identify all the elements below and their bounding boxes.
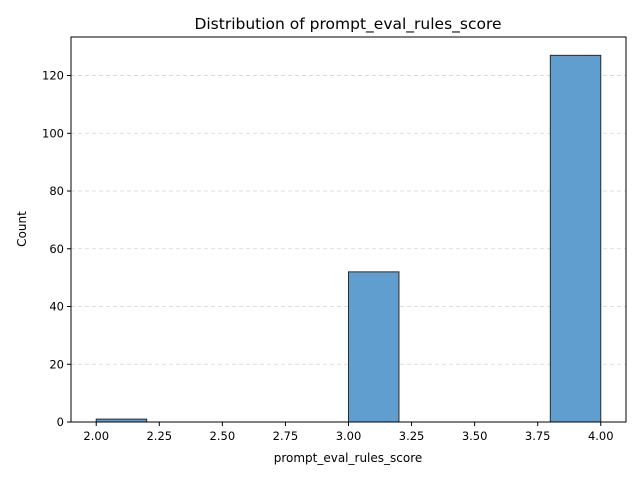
bars-layer — [95, 54, 602, 423]
x-tick-label: 2.50 — [210, 429, 236, 443]
x-axis-label: prompt_eval_rules_score — [274, 451, 423, 465]
y-tick-label: 60 — [49, 242, 64, 256]
x-tick-label: 3.25 — [399, 429, 425, 443]
y-tick-label: 120 — [42, 69, 64, 83]
histogram-bar — [549, 54, 602, 423]
x-tick-label: 3.50 — [462, 429, 488, 443]
y-tick-label: 100 — [42, 126, 64, 140]
y-ticks: 0 20 40 60 80 100 120 — [42, 69, 71, 429]
y-tick-label: 40 — [49, 300, 64, 314]
x-tick-label: 2.75 — [273, 429, 299, 443]
x-tick-label: 3.00 — [336, 429, 362, 443]
y-tick-label: 0 — [57, 415, 64, 429]
chart-title: Distribution of prompt_eval_rules_score — [194, 15, 501, 34]
grid-layer — [71, 75, 626, 423]
y-axis-label: Count — [15, 211, 29, 247]
x-tick-label: 2.00 — [83, 429, 109, 443]
y-tick-label: 80 — [49, 184, 64, 198]
histogram-bar — [348, 271, 400, 423]
x-tick-label: 3.75 — [525, 429, 551, 443]
x-ticks: 2.00 2.25 2.50 2.75 3.00 3.25 3.50 3.75 4.00 — [83, 422, 614, 443]
y-tick-label: 20 — [49, 357, 64, 371]
x-tick-label: 4.00 — [588, 429, 614, 443]
x-tick-label: 2.25 — [146, 429, 172, 443]
